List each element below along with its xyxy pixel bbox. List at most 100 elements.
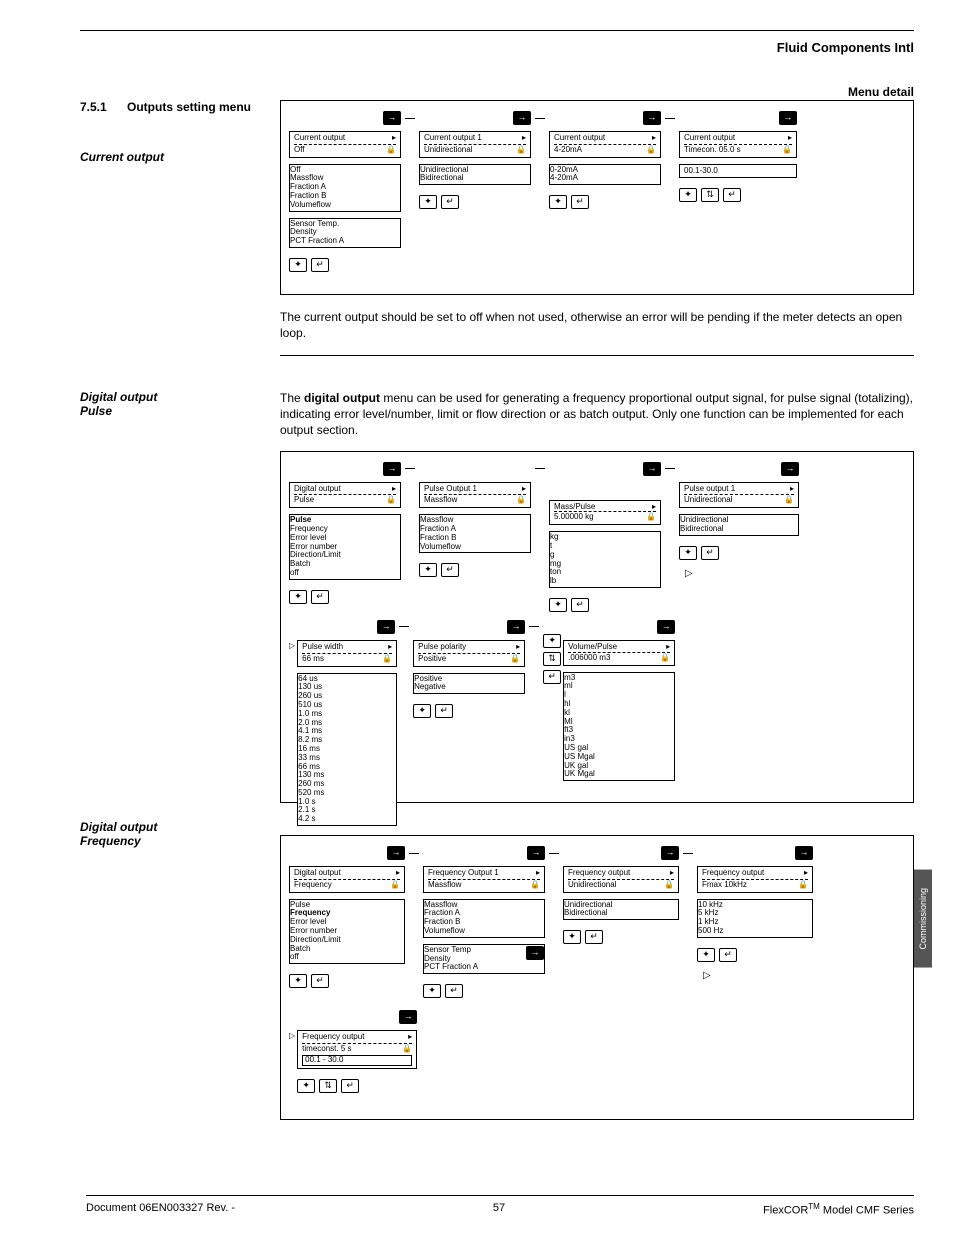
updown-icon[interactable]: ⇅ <box>319 1079 337 1093</box>
list-item: Batch <box>290 560 400 569</box>
list-item: m3 <box>564 674 674 683</box>
nav-icon[interactable]: ✦ <box>549 195 567 209</box>
tri-icon: ▸ <box>652 503 656 512</box>
enter-icon[interactable]: ↵ <box>571 598 589 612</box>
tri-icon: ▸ <box>670 869 674 878</box>
list-item: Volumeflow <box>290 201 400 210</box>
nav-icon[interactable]: ✦ <box>679 188 697 202</box>
enter-icon[interactable]: ↵ <box>723 188 741 202</box>
panel-current-output: Current output▸ Off🔒 <box>289 131 401 158</box>
panel-timeconst: Current output▸ Timecon. 05.0 s🔒 <box>679 131 797 158</box>
label-line: Frequency <box>80 834 270 848</box>
list-item: kl <box>564 709 674 718</box>
enter-icon[interactable]: ↵ <box>435 704 453 718</box>
nav-icon[interactable]: ✦ <box>679 546 697 560</box>
panel-title: Frequency output <box>702 869 764 878</box>
list-item: Bidirectional <box>680 525 798 534</box>
list-item: off <box>290 953 404 962</box>
nav-icon[interactable]: ✦ <box>697 948 715 962</box>
divider <box>280 355 914 356</box>
nav-right-icon[interactable]: → <box>661 846 679 860</box>
label-line: Digital output <box>80 820 270 834</box>
nav-icon[interactable]: ✦ <box>563 930 581 944</box>
panel-title: Pulse output 1 <box>684 485 735 494</box>
enter-icon[interactable]: ↵ <box>571 195 589 209</box>
enter-icon[interactable]: ↵ <box>543 670 561 684</box>
enter-icon[interactable]: ↵ <box>341 1079 359 1093</box>
nav-right-icon[interactable]: → <box>795 846 813 860</box>
enter-icon[interactable]: ↵ <box>311 258 329 272</box>
nav-icon[interactable]: ✦ <box>413 704 431 718</box>
panel-selected: Timecon. 05.0 s <box>684 146 741 155</box>
panel-digital-output: Digital output▸ Pulse🔒 <box>289 482 401 509</box>
nav-right-icon[interactable]: → <box>513 111 531 125</box>
nav-icon[interactable]: ✦ <box>289 974 307 988</box>
panel-value: .006000 m3 <box>568 654 610 663</box>
enter-icon[interactable]: ↵ <box>701 546 719 560</box>
panel-title: Mass/Pulse <box>554 503 595 512</box>
panel-current-range: Current output▸ 4-20mA🔒 <box>549 131 661 158</box>
units-list: m3 ml l hl kl Ml ft3 in3 US gal US Mgal … <box>563 672 675 782</box>
nav-right-icon[interactable]: → <box>527 846 545 860</box>
panel-title: Volume/Pulse <box>568 643 617 652</box>
nav-icon[interactable]: ✦ <box>549 598 567 612</box>
panel-freq-dir: Frequency output▸ Unidirectional🔒 <box>563 866 679 893</box>
nav-right-icon[interactable]: → <box>377 620 395 634</box>
text-part: The <box>280 391 304 405</box>
enter-icon[interactable]: ↵ <box>441 195 459 209</box>
button-row: ✦ ↵ <box>419 195 531 209</box>
nav-icon[interactable]: ✦ <box>419 195 437 209</box>
nav-right-icon[interactable]: → <box>383 462 401 476</box>
tri-icon: ▸ <box>652 134 656 143</box>
options-list: Unidirectional Bidirectional <box>563 899 679 921</box>
panel-pulse-output-1: Pulse Output 1▸ Massflow🔒 <box>419 482 531 509</box>
nav-right-icon[interactable]: → <box>526 946 544 960</box>
list-item: Bidirectional <box>564 909 678 918</box>
nav-icon[interactable]: ✦ <box>419 563 437 577</box>
enter-icon[interactable]: ↵ <box>445 984 463 998</box>
list-item: mg <box>550 560 660 569</box>
panel-value: 5.00000 kg <box>554 513 594 522</box>
enter-icon[interactable]: ↵ <box>441 563 459 577</box>
nav-right-icon[interactable]: → <box>387 846 405 860</box>
nav-right-icon[interactable]: → <box>383 111 401 125</box>
connector-line <box>665 468 675 469</box>
updown-icon[interactable]: ⇅ <box>543 652 561 666</box>
enter-icon[interactable]: ↵ <box>311 974 329 988</box>
nav-right-icon[interactable]: → <box>781 462 799 476</box>
panel-fmax: Frequency output▸ Fmax 10kHz🔒 <box>697 866 813 893</box>
nav-right-icon[interactable]: → <box>779 111 797 125</box>
nav-right-icon[interactable]: → <box>399 1010 417 1024</box>
enter-icon[interactable]: ↵ <box>311 590 329 604</box>
updown-icon[interactable]: ⇅ <box>701 188 719 202</box>
tri-icon: ▸ <box>388 643 392 652</box>
nav-icon[interactable]: ✦ <box>423 984 441 998</box>
enter-icon[interactable]: ↵ <box>719 948 737 962</box>
connector-line <box>535 468 545 469</box>
nav-icon[interactable]: ✦ <box>543 634 561 648</box>
nav-icon[interactable]: ✦ <box>289 590 307 604</box>
tri-icon: ▸ <box>392 485 396 494</box>
list-item: Bidirectional <box>420 174 530 183</box>
footer-model: FlexCORTM Model CMF Series <box>763 1202 914 1217</box>
list-item: Ml <box>564 718 674 727</box>
tri-icon: ▸ <box>516 643 520 652</box>
enter-icon[interactable]: ↵ <box>585 930 603 944</box>
nav-icon[interactable]: ✦ <box>289 258 307 272</box>
nav-icon[interactable]: ✦ <box>297 1079 315 1093</box>
panel-selected: Positive <box>418 655 446 664</box>
options-list: Massflow Fraction A Fraction B Volumeflo… <box>423 899 545 938</box>
side-tab-commissioning: Commissioning <box>914 870 932 968</box>
nav-right-icon[interactable]: → <box>507 620 525 634</box>
nav-right-icon[interactable]: → <box>657 620 675 634</box>
label-line: Pulse <box>80 404 270 418</box>
nav-right-icon[interactable]: → <box>643 111 661 125</box>
panel-pulse-width: Pulse width▸ 66 ms🔒 <box>297 640 397 667</box>
button-row: ✦ ↵ <box>289 590 401 604</box>
connector-line <box>683 853 693 854</box>
list-item: Volumeflow <box>420 543 530 552</box>
panel-selected: Frequency <box>294 881 332 890</box>
panel-freq-timeconst: Frequency output▸ timeconst. 5 s🔒 00.1 -… <box>297 1030 417 1068</box>
button-row: ✦ ↵ <box>423 984 545 998</box>
nav-right-icon[interactable]: → <box>643 462 661 476</box>
